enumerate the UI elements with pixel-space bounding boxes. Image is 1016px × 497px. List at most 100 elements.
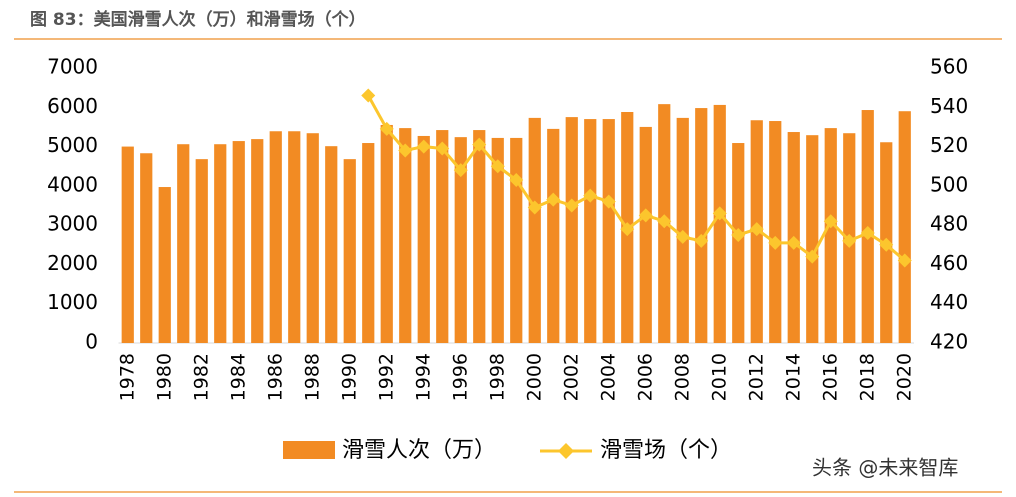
bar: [399, 128, 412, 343]
x-tick-label: 2016: [819, 353, 841, 401]
bar: [510, 137, 523, 343]
y2-tick-label: 500: [930, 172, 968, 196]
bar: [898, 111, 911, 343]
bar: [232, 141, 245, 343]
bar: [288, 131, 301, 343]
legend-label: 滑雪人次（万）: [342, 438, 496, 463]
bar: [343, 159, 356, 343]
bar: [177, 144, 190, 343]
x-tick-label: 1982: [190, 353, 212, 401]
line-marker: [509, 172, 524, 187]
x-tick-label: 2018: [856, 353, 878, 401]
bar: [695, 108, 708, 343]
x-tick-label: 1994: [412, 353, 434, 401]
bar: [380, 124, 393, 343]
line-marker: [712, 206, 727, 221]
line-marker: [620, 222, 635, 237]
line-marker: [786, 235, 801, 250]
line-marker: [379, 121, 394, 136]
line-marker: [675, 229, 690, 244]
line-marker: [490, 159, 505, 174]
bar: [565, 117, 578, 343]
x-tick-label: 1998: [486, 353, 508, 401]
line-marker: [583, 188, 598, 203]
bar: [769, 121, 782, 344]
line-marker: [805, 249, 820, 264]
line-marker: [638, 208, 653, 223]
legend-label: 滑雪场（个）: [600, 438, 732, 463]
bar: [639, 126, 652, 343]
y-tick-label: 5000: [47, 133, 98, 157]
x-tick-label: 2004: [597, 353, 619, 401]
line-marker: [823, 214, 838, 229]
y-tick-label: 3000: [47, 212, 98, 236]
x-tick-label: 1990: [338, 353, 360, 401]
bar: [269, 131, 282, 343]
watermark: 头条 @未来智库: [812, 456, 958, 480]
line-marker: [564, 198, 579, 213]
bar: [195, 159, 208, 343]
bar: [436, 130, 449, 343]
x-tick-label: 2014: [782, 353, 804, 401]
bar: [824, 128, 837, 343]
bar: [732, 143, 745, 343]
x-tick-label: 2010: [708, 353, 730, 401]
x-tick-label: 1980: [153, 353, 175, 401]
line-marker: [768, 235, 783, 250]
bar: [121, 146, 134, 343]
y2-tick-label: 420: [930, 330, 968, 354]
line-marker: [527, 200, 542, 215]
bar: [325, 146, 338, 343]
y-tick-label: 7000: [47, 55, 98, 79]
x-tick-label: 2002: [560, 353, 582, 401]
x-tick-label: 1984: [227, 353, 249, 401]
chart-title: 图 83：美国滑雪人次（万）和滑雪场（个）: [30, 9, 366, 30]
bar: [584, 119, 597, 343]
x-tick-label: 1986: [264, 353, 286, 401]
y-tick-label: 4000: [47, 172, 98, 196]
line-marker: [398, 143, 413, 158]
line-marker: [601, 194, 616, 209]
x-tick-label: 2020: [893, 353, 915, 401]
line-marker: [879, 237, 894, 252]
line-marker: [546, 192, 561, 207]
legend-marker: [558, 443, 574, 459]
line-marker: [897, 253, 912, 268]
x-tick-label: 1996: [449, 353, 471, 401]
bar: [362, 143, 375, 343]
legend-swatch: [283, 441, 335, 459]
bar: [473, 130, 486, 343]
y-tick-label: 2000: [47, 251, 98, 275]
bar: [140, 153, 153, 343]
y-tick-label: 0: [85, 330, 98, 354]
line-marker: [435, 141, 450, 156]
bar: [306, 133, 319, 343]
y2-tick-label: 480: [930, 212, 968, 236]
line-marker: [860, 226, 875, 240]
line-marker: [472, 137, 487, 152]
bar: [454, 137, 467, 343]
bar: [528, 117, 541, 344]
x-tick-label: 2006: [634, 353, 656, 401]
line-marker: [453, 163, 468, 178]
line-marker: [416, 139, 431, 154]
x-tick-label: 1992: [375, 353, 397, 401]
y-tick-label: 1000: [47, 290, 98, 314]
bar: [547, 128, 560, 343]
x-tick-label: 2008: [671, 353, 693, 401]
bar: [806, 135, 819, 343]
x-tick-label: 1978: [116, 353, 138, 401]
y2-tick-label: 520: [930, 133, 968, 157]
y2-tick-label: 540: [930, 94, 968, 118]
bar: [158, 187, 171, 343]
bar: [713, 104, 726, 343]
bar: [602, 119, 615, 343]
line-marker: [361, 88, 376, 103]
x-tick-label: 2012: [745, 353, 767, 401]
y2-tick-label: 560: [930, 55, 968, 79]
x-tick-label: 2000: [523, 353, 545, 401]
line-marker: [694, 233, 709, 248]
line-marker: [657, 214, 672, 229]
line-marker: [731, 227, 746, 242]
bar: [214, 144, 227, 343]
